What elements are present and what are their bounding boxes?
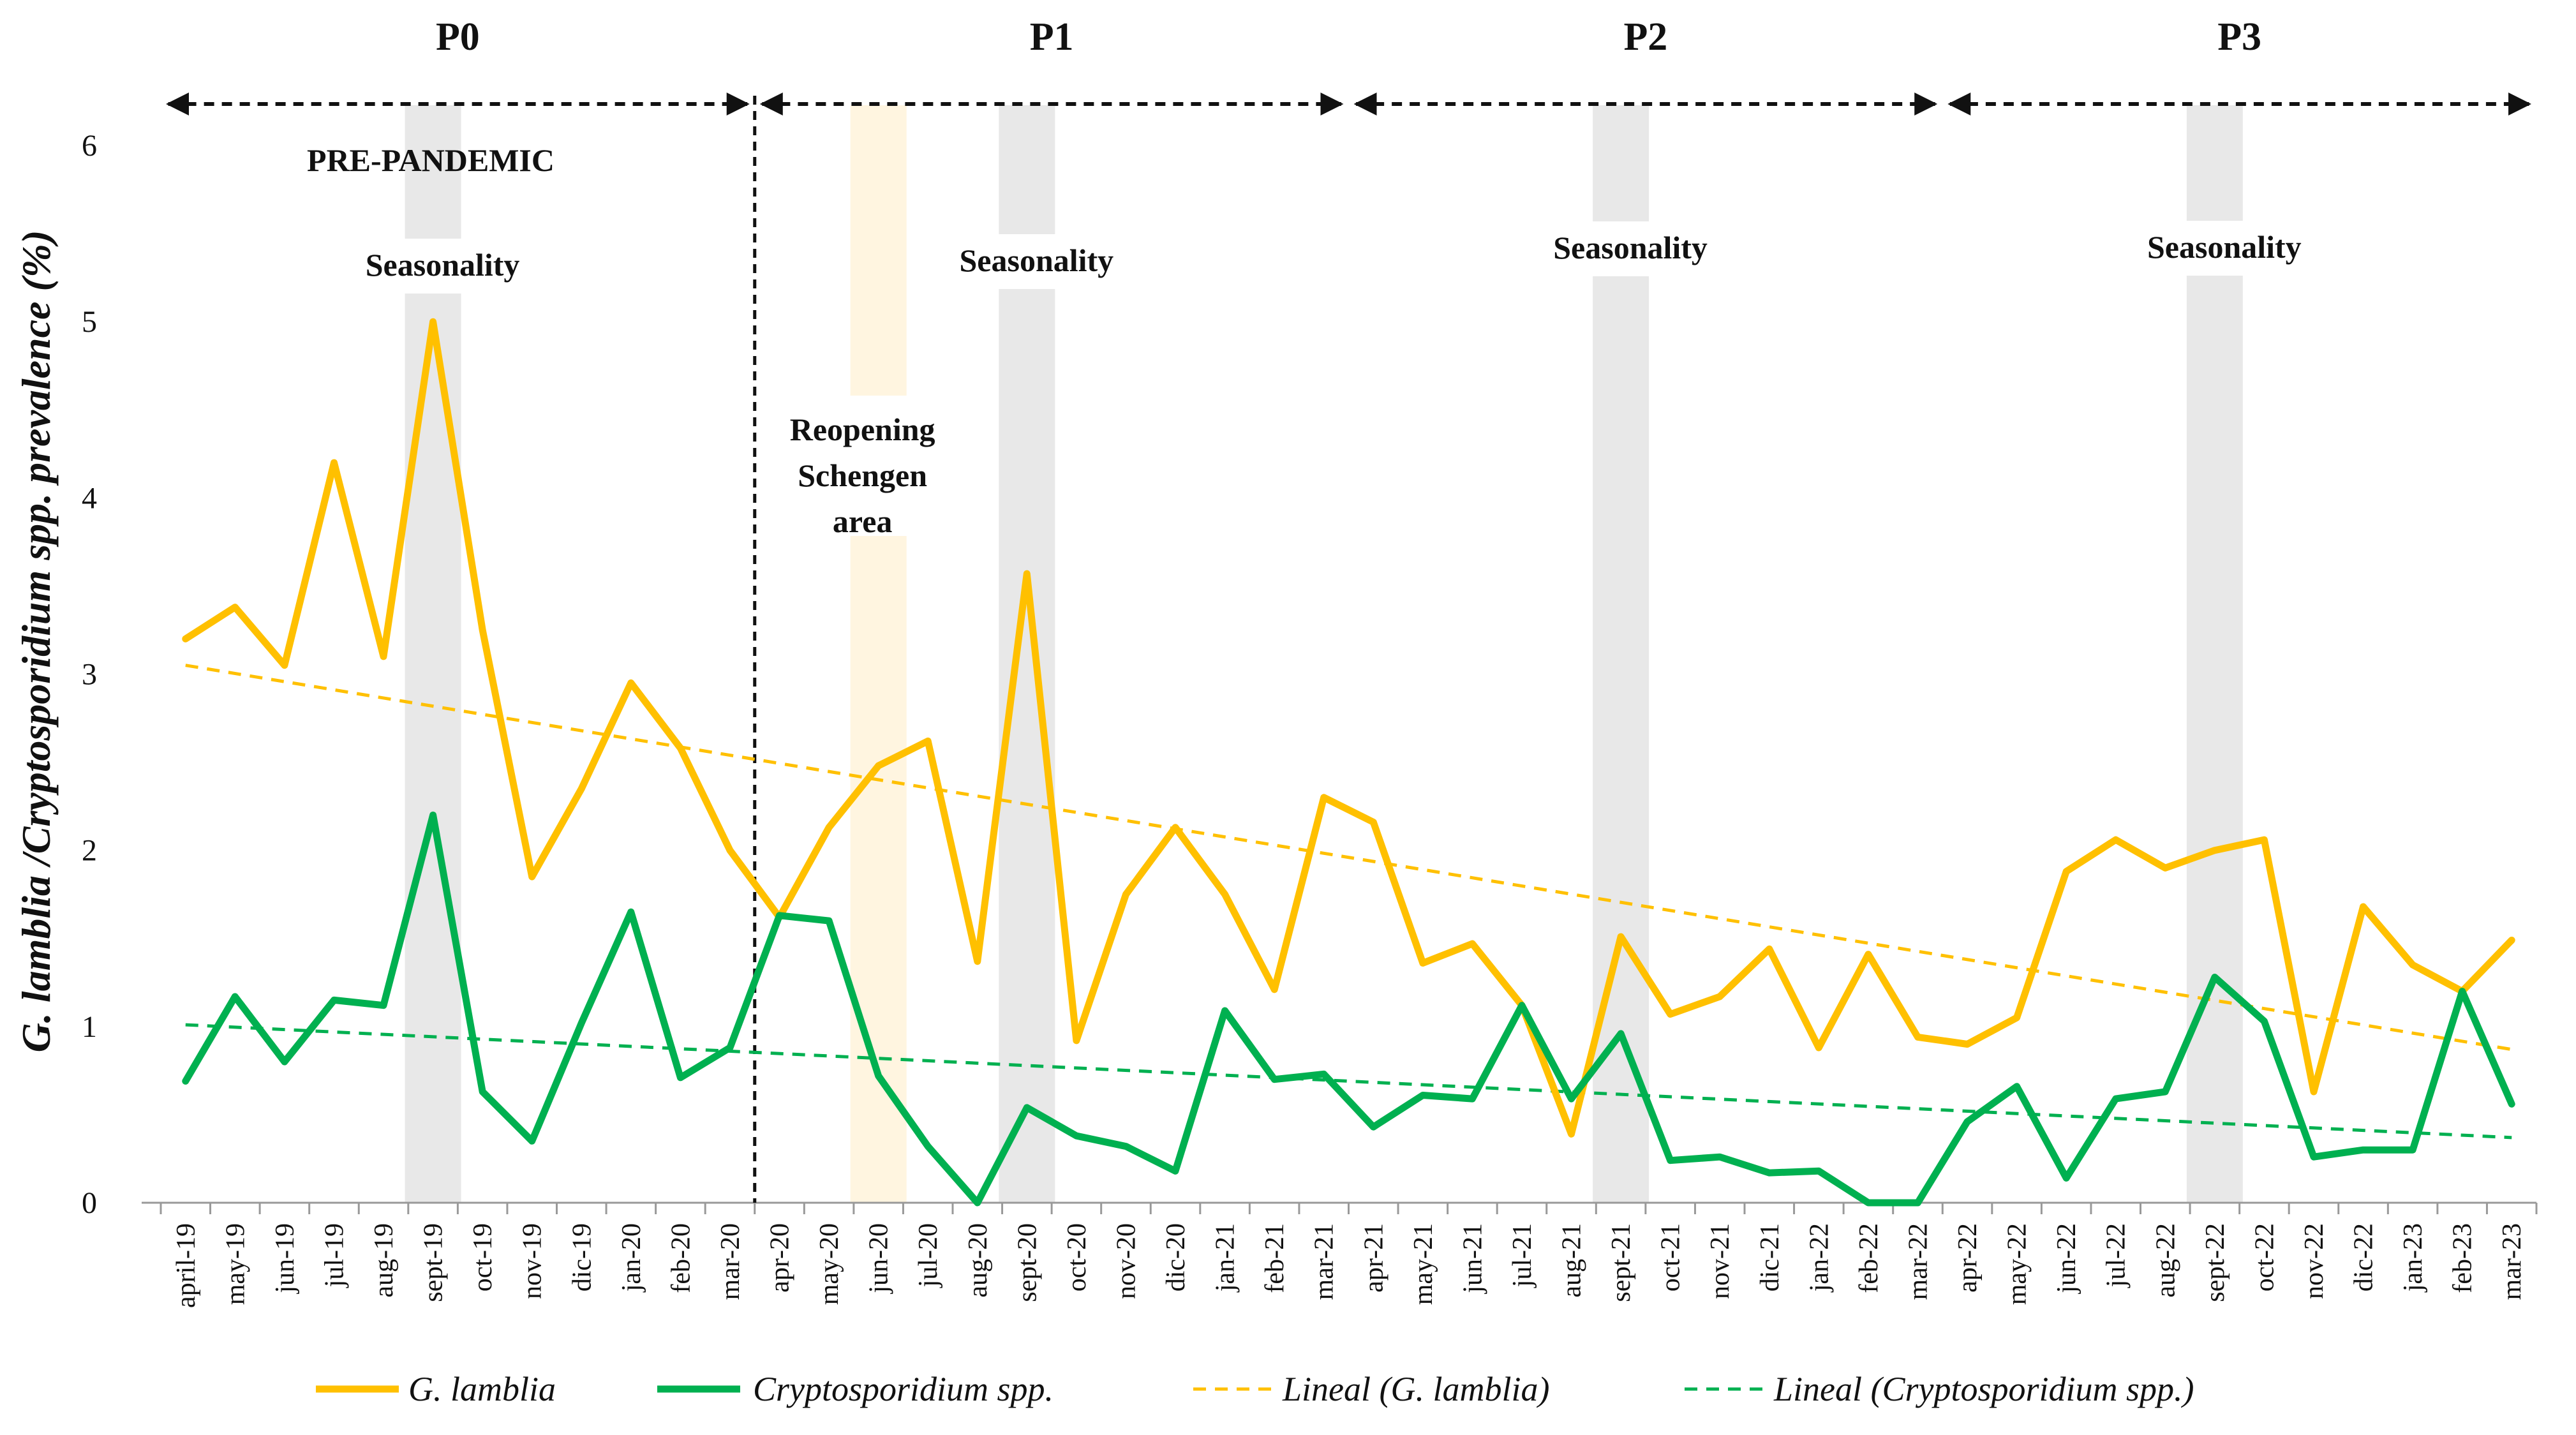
phase-label: P3	[2217, 15, 2261, 59]
x-tick-label: apr-22	[1953, 1223, 1983, 1293]
x-tick-label: nov-19	[518, 1223, 547, 1299]
x-tick-label: jul-22	[2102, 1223, 2131, 1288]
x-tick-label: oct-21	[1657, 1223, 1686, 1291]
x-tick-label: jun-20	[865, 1223, 894, 1295]
seasonality-label-bg	[931, 234, 1123, 289]
x-tick-label: jun-19	[271, 1223, 300, 1295]
x-tick-label: dic-19	[567, 1223, 597, 1291]
reopening-band	[850, 105, 907, 1203]
y-tick-label: 6	[82, 129, 97, 163]
x-tick-label: may-19	[221, 1223, 250, 1305]
pre-pandemic-label: PRE-PANDEMIC	[307, 142, 555, 178]
legend-label: G. lamblia	[408, 1370, 556, 1408]
seasonality-label-bg	[2118, 221, 2311, 276]
x-tick-label: oct-20	[1062, 1223, 1092, 1291]
legend: G. lamblia Cryptosporidium spp. Lineal (G.…	[316, 1370, 2194, 1408]
x-tick-label: feb-23	[2448, 1223, 2478, 1293]
x-tick-label: jul-19	[320, 1223, 349, 1288]
seasonality-label: Seasonality	[959, 242, 1113, 278]
y-tick-label: 1	[82, 1010, 97, 1044]
seasonality-label: Seasonality	[2147, 229, 2302, 265]
seasonality-label: Seasonality	[1553, 230, 1708, 265]
x-tick-label: feb-21	[1260, 1223, 1290, 1293]
legend-label: Lineal (G. lamblia)	[1282, 1370, 1549, 1408]
background-bands	[405, 105, 2243, 1203]
y-tick-label: 0	[82, 1186, 97, 1220]
x-tick-label: aug-19	[369, 1223, 399, 1298]
x-tick-label: jun-21	[1458, 1223, 1487, 1295]
trend-line	[185, 664, 2512, 1052]
reopening-label-bg	[785, 396, 939, 536]
x-tick-label: dic-22	[2349, 1223, 2379, 1291]
tick-labels: 0 1 2 3 4 5 6 april-19 may-19 jun-19 jul-19 aug-19 s…	[82, 129, 2527, 1308]
y-tick-label: 2	[82, 834, 97, 868]
x-tick-label: april-19	[172, 1223, 201, 1308]
x-tick-label: may-22	[2003, 1223, 2032, 1305]
trend-line	[185, 1023, 2512, 1140]
reopening-label: Reopening	[790, 412, 935, 447]
x-tick-label: feb-22	[1854, 1223, 1884, 1293]
x-tick-label: jan-20	[617, 1223, 646, 1293]
seasonality-label: Seasonality	[366, 247, 520, 283]
legend-label: Lineal (Cryptosporidium spp.)	[1773, 1370, 2194, 1408]
series-line	[182, 811, 2515, 1207]
x-tick-label: aug-22	[2151, 1223, 2180, 1298]
y-tick-label: 4	[82, 481, 97, 515]
seasonality-label-bg	[337, 239, 529, 294]
x-tick-label: sept-22	[2201, 1223, 2230, 1302]
x-tick-label: dic-21	[1755, 1223, 1785, 1291]
trend-lines	[185, 664, 2512, 1140]
x-tick-label: apr-21	[1359, 1223, 1389, 1293]
reopening-label: area	[833, 503, 892, 539]
x-tick-label: mar-21	[1310, 1223, 1339, 1300]
y-tick-label: 3	[82, 658, 97, 692]
x-tick-label: nov-22	[2300, 1223, 2329, 1299]
x-tick-label: mar-22	[1903, 1223, 1933, 1300]
annotations: PRE-PANDEMIC Seasonality Seasonality Season…	[307, 142, 2311, 539]
x-tick-label: nov-21	[1706, 1223, 1735, 1299]
x-tick-label: oct-22	[2250, 1223, 2279, 1291]
x-tick-label: jan-23	[2399, 1223, 2428, 1293]
x-tick-label: may-21	[1409, 1223, 1438, 1305]
x-tick-label: mar-23	[2498, 1223, 2527, 1300]
phase-label: P2	[1623, 15, 1667, 59]
phase-markers: P0 P1 P2 P3	[166, 15, 2531, 1203]
x-tick-label: sept-19	[419, 1223, 449, 1302]
x-tick-label: apr-20	[766, 1223, 795, 1293]
y-axis-label: G. lamblia /Cryptosporidium spp. prevale…	[13, 230, 59, 1053]
x-tick-label: aug-21	[1558, 1223, 1587, 1298]
series-line	[182, 318, 2515, 1138]
x-tick-label: jan-21	[1211, 1223, 1240, 1293]
x-tick-label: oct-19	[468, 1223, 498, 1291]
x-tick-label: may-20	[815, 1223, 844, 1305]
x-tick-label: sept-21	[1607, 1223, 1636, 1302]
phase-label: P1	[1030, 15, 1074, 59]
axes	[142, 1201, 2538, 1214]
legend-label: Cryptosporidium spp.	[753, 1370, 1053, 1408]
data-series	[182, 318, 2515, 1207]
x-tick-label: feb-20	[666, 1223, 696, 1293]
x-tick-label: aug-20	[964, 1223, 993, 1298]
x-tick-label: dic-20	[1161, 1223, 1191, 1291]
x-tick-label: jun-22	[2052, 1223, 2081, 1295]
phase-label: P0	[436, 15, 480, 59]
x-tick-label: jul-20	[914, 1223, 943, 1288]
x-tick-label: mar-20	[716, 1223, 745, 1300]
seasonality-label-bg	[1525, 221, 1717, 276]
reopening-label: Schengen	[798, 457, 927, 493]
x-tick-label: sept-20	[1013, 1223, 1042, 1302]
x-tick-label: jul-21	[1508, 1223, 1537, 1288]
x-tick-label: nov-20	[1112, 1223, 1141, 1299]
y-tick-label: 5	[82, 305, 97, 339]
x-tick-label: jan-22	[1805, 1223, 1834, 1293]
